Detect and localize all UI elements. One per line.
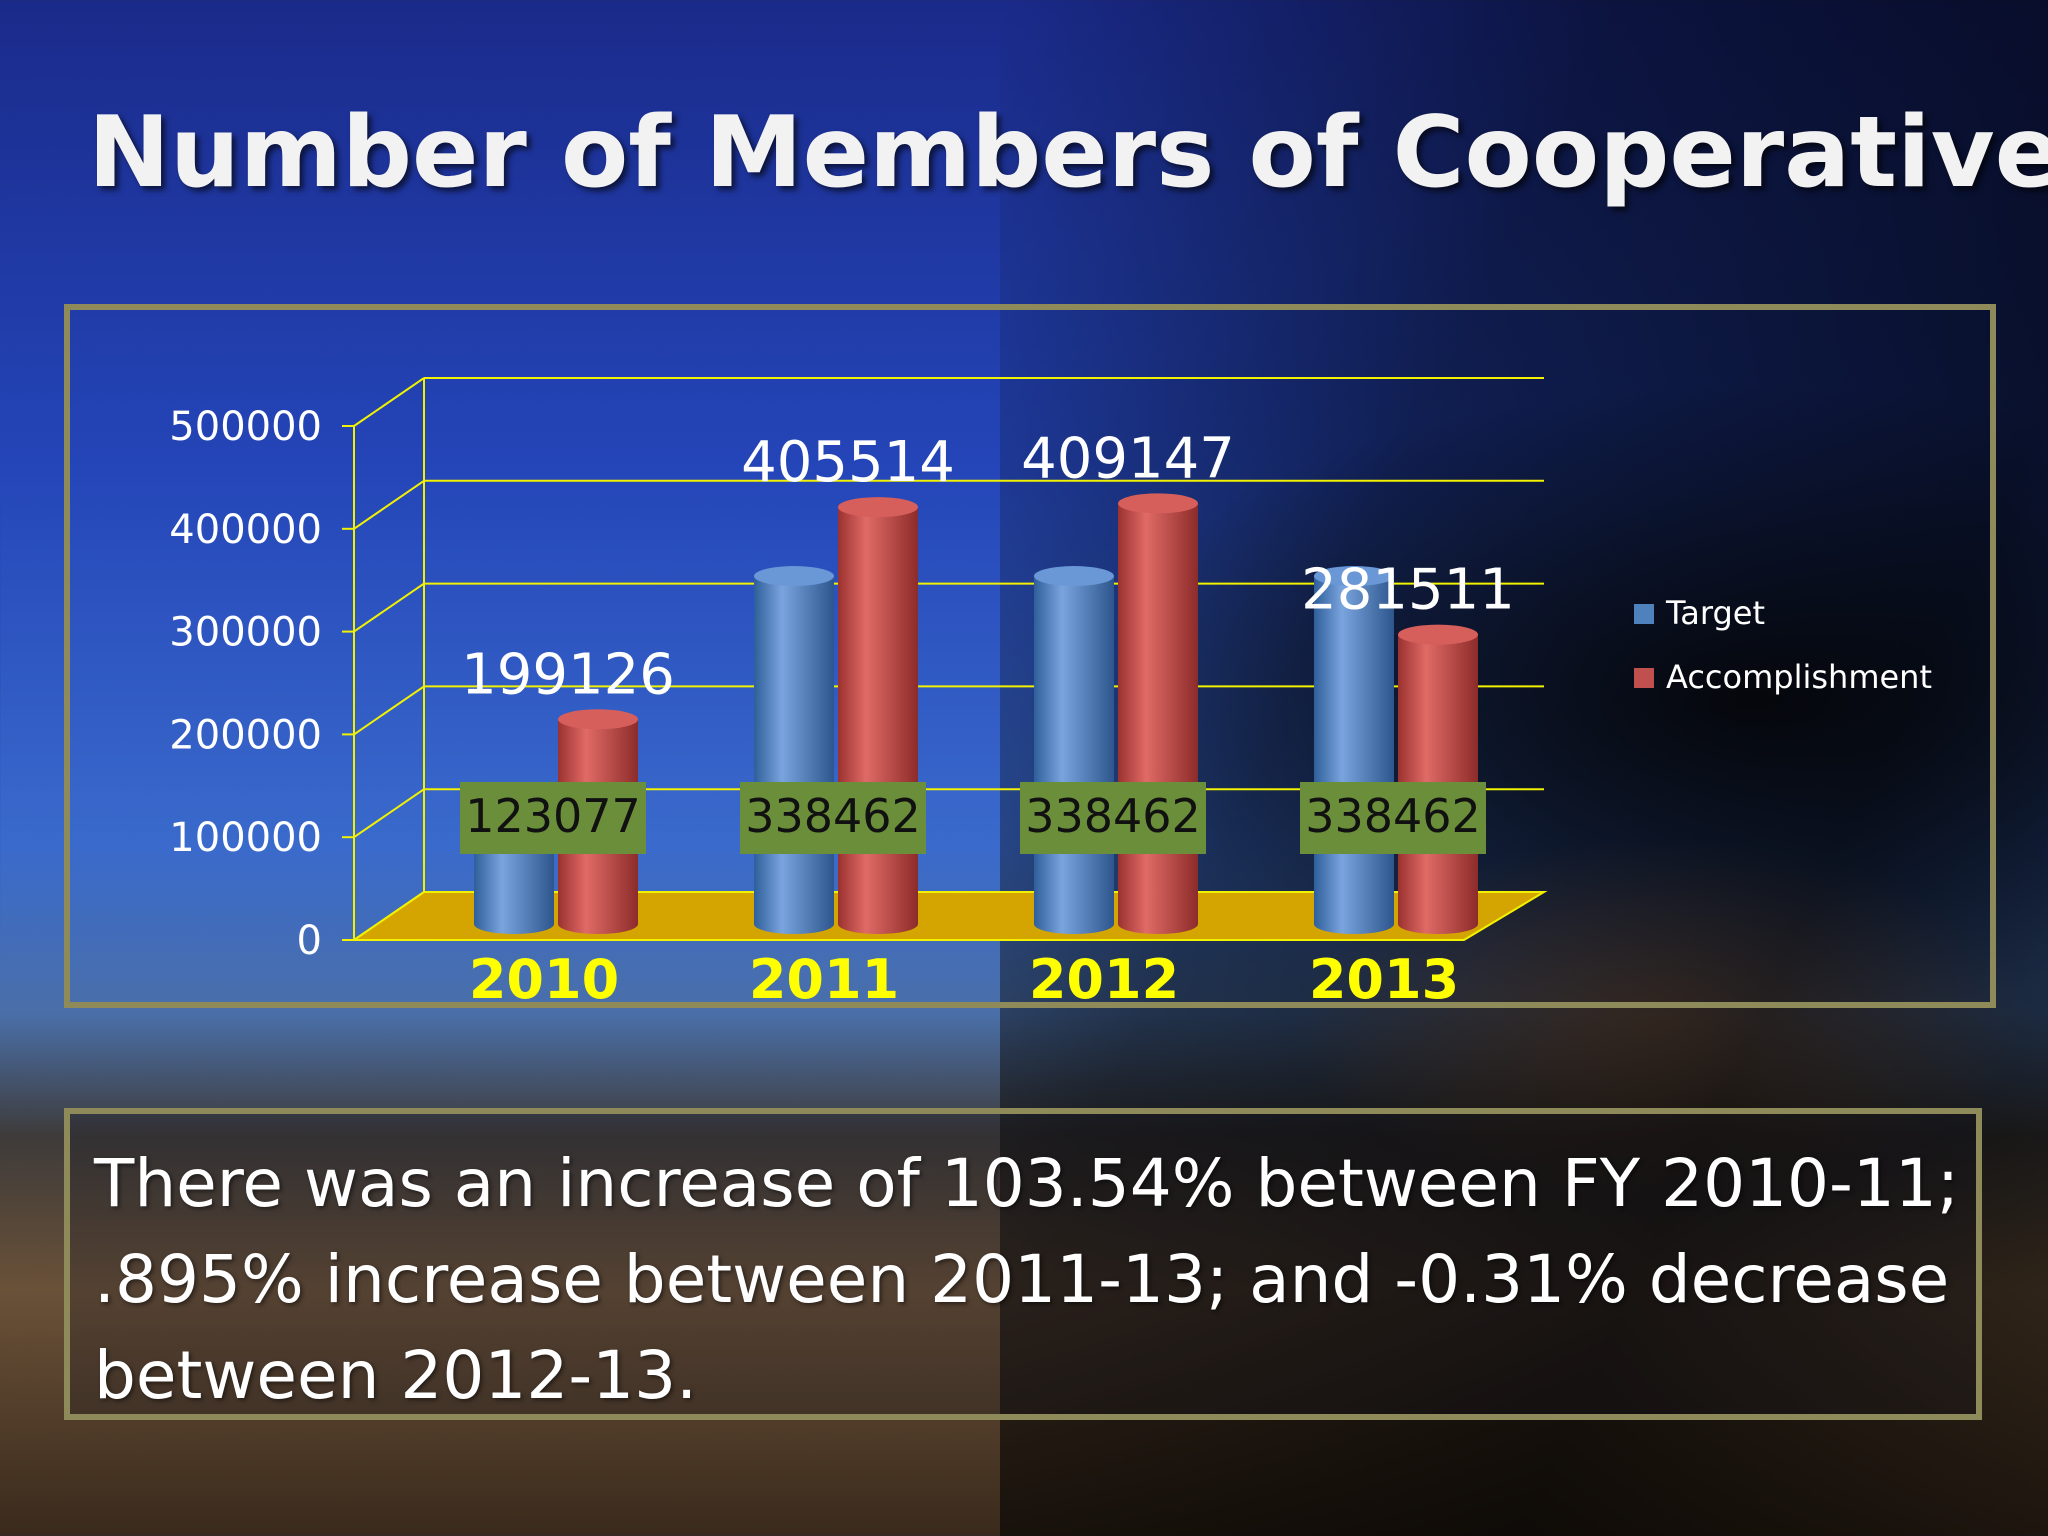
data-label-target: 338462 [745, 789, 921, 843]
slide-title: Number of Members of Cooperatives [88, 96, 2048, 210]
bar-target-2013-base [1314, 914, 1394, 934]
bar-accomplishment-2013-base [1398, 914, 1478, 934]
bar-accomplishment-2011 [838, 497, 918, 934]
bar-target-2013-body [1314, 576, 1394, 924]
category-label: 2012 [1029, 948, 1179, 1008]
y-tick-label: 400000 [169, 507, 322, 553]
bar-target-2012-base [1034, 914, 1114, 934]
bar-target-2011-body [754, 576, 834, 924]
bar-accomplishment-2011-base [838, 914, 918, 934]
bar-accomplishment-2013 [1398, 624, 1478, 934]
gridline-diagonal [353, 788, 425, 839]
chart-floor [350, 891, 1548, 941]
note-text: There was an increase of 103.54% between… [94, 1145, 1960, 1414]
legend-label: Accomplishment [1666, 658, 1932, 696]
legend-swatch [1634, 668, 1654, 688]
bar-accomplishment-2013-top [1398, 624, 1478, 645]
gridline-diagonal [353, 479, 425, 530]
gridline-diagonal [353, 582, 425, 633]
bar-target-2012 [1034, 566, 1114, 934]
bar-accomplishment-2012-base [1118, 914, 1198, 934]
data-label-box-target [1020, 782, 1206, 854]
bar-accomplishment-2011-body [838, 507, 918, 924]
data-label-target: 338462 [1025, 789, 1201, 843]
bar-accomplishment-2011-top [838, 497, 918, 518]
bar-accomplishment-2010-base [558, 914, 638, 934]
category-label: 2013 [1309, 948, 1459, 1008]
gridline-diagonal [353, 377, 425, 427]
bar-accomplishment-2012-body [1118, 503, 1198, 924]
bar-target-2010-base [474, 914, 554, 934]
y-tick-label: 0 [297, 918, 322, 964]
data-label-accomplishment: 199126 [461, 642, 675, 707]
data-label-box-target [460, 782, 646, 854]
data-label-accomplishment: 281511 [1301, 558, 1515, 623]
bar-target-2011 [754, 566, 834, 934]
chart-frame [64, 304, 1996, 1008]
data-label-target: 338462 [1305, 789, 1481, 843]
bar-target-2011-base [754, 914, 834, 934]
category-label: 2010 [469, 948, 619, 1008]
bar-target-2011-top [754, 566, 834, 587]
bar-accomplishment-2010-top [558, 709, 638, 730]
data-label-target: 123077 [465, 789, 641, 843]
y-tick-label: 500000 [169, 404, 322, 450]
bar-target-2013-top [1314, 566, 1394, 587]
bar-chart: 0 100000 200000 300000 400000 500000 199126 123… [169, 377, 1932, 1008]
bar-target-2012-top [1034, 566, 1114, 587]
data-label-accomplishment: 405514 [741, 430, 955, 495]
y-tick-label: 300000 [169, 610, 322, 656]
y-tick-label: 200000 [169, 712, 322, 758]
legend-label: Target [1665, 594, 1765, 632]
bar-target-2013 [1314, 566, 1394, 934]
bar-target-2012-body [1034, 576, 1114, 924]
legend-swatch [1634, 604, 1654, 624]
gridline-diagonal [353, 685, 425, 736]
category-label: 2011 [749, 948, 899, 1008]
bar-accomplishment-2012-top [1118, 493, 1198, 514]
data-label-accomplishment: 409147 [1021, 426, 1235, 491]
note-box: There was an increase of 103.54% between… [64, 1108, 1982, 1420]
y-tick-label: 100000 [169, 815, 322, 861]
bar-accomplishment-2013-body [1398, 634, 1478, 924]
data-label-box-target [740, 782, 926, 854]
data-label-box-target [1300, 782, 1486, 854]
bar-accomplishment-2012 [1118, 493, 1198, 934]
